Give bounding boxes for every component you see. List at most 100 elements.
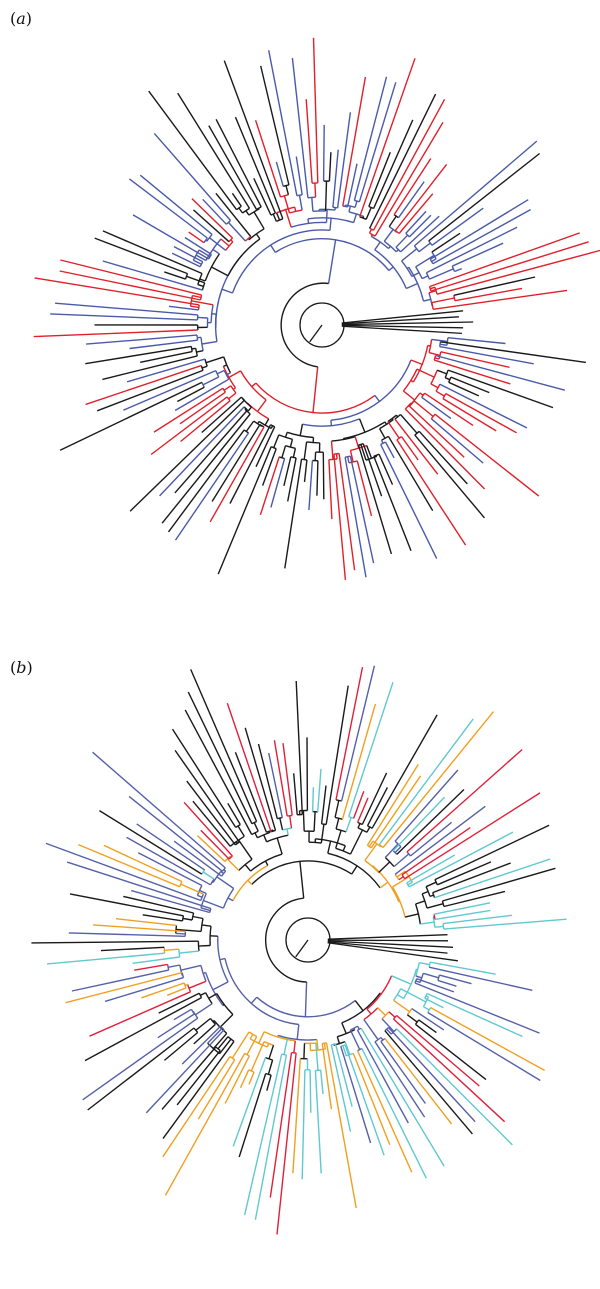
internal-branch [400, 988, 427, 1003]
tip-branch [344, 457, 367, 578]
tip-branch [430, 241, 589, 292]
clade-arc [431, 302, 434, 310]
tip-branch [239, 1069, 250, 1089]
internal-branch [245, 420, 255, 432]
internal-branch [201, 365, 208, 369]
internal-branch [284, 209, 292, 228]
tip-branch [181, 1025, 221, 1065]
clade-arc [181, 915, 185, 922]
tip-branch [254, 1054, 288, 1220]
tip-branch [404, 408, 486, 490]
internal-branch [292, 448, 297, 458]
clade-arc [369, 232, 376, 237]
tip-branch [393, 1018, 506, 1123]
tip-branch [349, 455, 375, 564]
internal-branch [415, 254, 435, 268]
internal-branch [202, 871, 215, 880]
clade-arc [222, 366, 237, 389]
tip-branch [312, 37, 319, 183]
tip-branch [31, 940, 199, 944]
tip-branch [440, 351, 510, 368]
clade-arc [257, 831, 271, 839]
tip-branch [396, 1014, 480, 1087]
internal-branch [423, 298, 431, 302]
internal-branch [431, 297, 455, 304]
clade-arc [282, 827, 292, 831]
tip-branch [100, 946, 165, 952]
clade-arc [439, 341, 442, 347]
internal-branch [313, 811, 316, 832]
tip-branch [183, 801, 233, 857]
internal-branch [354, 1000, 364, 1012]
internal-branch [201, 924, 212, 927]
clade-arc [424, 993, 428, 999]
tip-branch [167, 429, 245, 533]
tip-branch [320, 785, 327, 824]
internal-branch [396, 870, 406, 878]
internal-branch [307, 218, 310, 224]
clade-arc [270, 446, 277, 450]
outgroup-branch [327, 939, 449, 942]
tip-branch [408, 831, 514, 888]
internal-branch [238, 839, 253, 860]
tip-branch [454, 267, 463, 273]
clade-arc [204, 253, 220, 282]
internal-branch [394, 846, 402, 854]
outgroup-branch [327, 942, 458, 962]
internal-branch [402, 390, 416, 401]
internal-branch [244, 864, 252, 872]
internal-branch [418, 242, 431, 253]
internal-branch [391, 975, 412, 985]
tip-branch [434, 909, 491, 921]
outgroup-branch [341, 325, 462, 335]
clade-arc [433, 914, 436, 920]
tip-branch [445, 392, 517, 434]
tip-branch [342, 76, 367, 207]
tip-branch [59, 270, 201, 301]
tip-branch [238, 1073, 267, 1158]
internal-branch [205, 356, 224, 364]
internal-branch [304, 981, 308, 1017]
panel-b: (b) [0, 640, 600, 1289]
internal-branch [311, 197, 314, 212]
tip-branch [344, 1044, 385, 1156]
tip-branch [411, 1008, 445, 1031]
internal-branch [197, 316, 208, 319]
tip-branch [46, 952, 165, 965]
internal-branch [195, 254, 207, 262]
tip-branch [396, 439, 467, 546]
clade-arc [412, 345, 429, 383]
tip-branch [78, 843, 180, 888]
internal-branch [219, 957, 226, 961]
internal-branch [399, 414, 418, 434]
tip-branch [268, 50, 298, 196]
tip-branch [84, 996, 202, 1062]
clade-arc [372, 865, 400, 903]
tip-branch [392, 796, 446, 852]
tip-branch [129, 399, 245, 512]
internal-branch [365, 207, 372, 220]
clade-arc [340, 1044, 346, 1047]
tip-branch [436, 249, 600, 295]
tip-branch [123, 369, 217, 411]
internal-branch [293, 1040, 296, 1053]
internal-branch [407, 881, 413, 886]
internal-branch [272, 213, 278, 222]
tip-branch [303, 459, 308, 482]
clade-arc [343, 421, 386, 440]
clade-arc [229, 1056, 236, 1061]
internal-branch [415, 975, 422, 979]
internal-branch [368, 840, 374, 847]
tip-branch [132, 956, 180, 964]
clade-arc [404, 402, 412, 410]
clade-arc [265, 1072, 272, 1076]
tip-branch [393, 158, 432, 216]
tip-branch [102, 230, 203, 275]
tip-branch [253, 178, 272, 216]
internal-branch [411, 271, 420, 278]
tip-branch [234, 116, 277, 214]
tip-branch [353, 76, 388, 201]
internal-branch [393, 853, 410, 868]
tip-branch [255, 426, 276, 468]
tip-branch [359, 58, 416, 218]
